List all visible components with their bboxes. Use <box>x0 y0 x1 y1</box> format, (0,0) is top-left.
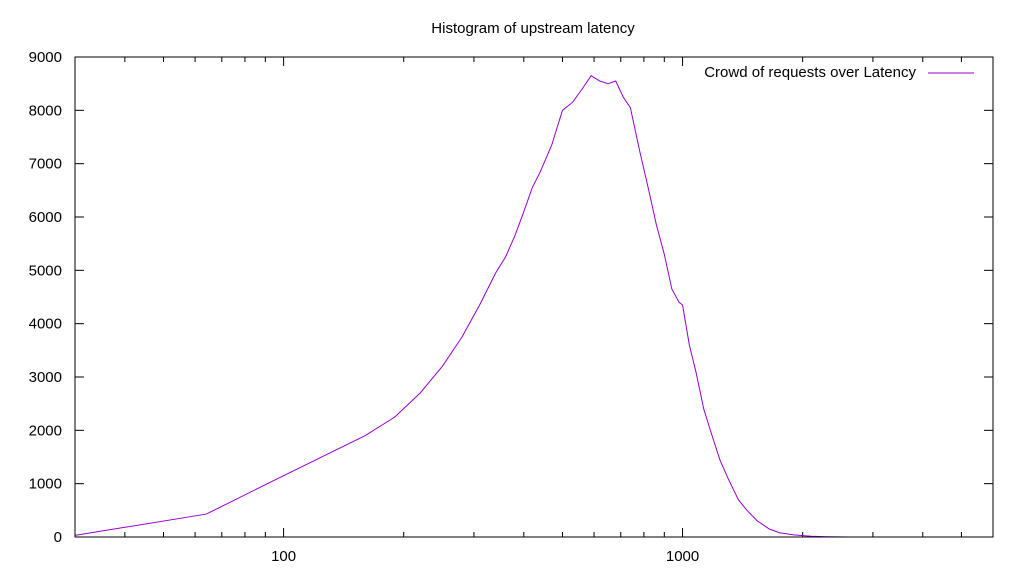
x-axis-ticks: 100 1000 <box>74 57 994 565</box>
series-line <box>74 74 849 538</box>
y-tick-label: 8000 <box>29 102 62 119</box>
chart-title: Histogram of upstream latency <box>431 20 635 37</box>
plot-frame <box>74 56 994 538</box>
y-tick-label: 2000 <box>29 422 62 439</box>
y-tick-label: 6000 <box>29 209 62 226</box>
x-tick-label: 1000 <box>666 548 699 565</box>
x-tick-label: 100 <box>271 548 296 565</box>
legend: Crowd of requests over Latency <box>704 64 974 81</box>
y-tick-label: 3000 <box>29 369 62 386</box>
y-tick-label: 1000 <box>29 476 62 493</box>
y-tick-label: 4000 <box>29 316 62 333</box>
y-tick-label: 7000 <box>29 156 62 173</box>
y-tick-label: 9000 <box>29 49 62 66</box>
y-tick-label: 0 <box>54 529 62 546</box>
legend-label: Crowd of requests over Latency <box>704 64 916 81</box>
y-tick-label: 5000 <box>29 262 62 279</box>
y-axis-ticks: 0 1000 2000 3000 4000 5000 6000 7000 8000 9000 <box>29 49 993 546</box>
